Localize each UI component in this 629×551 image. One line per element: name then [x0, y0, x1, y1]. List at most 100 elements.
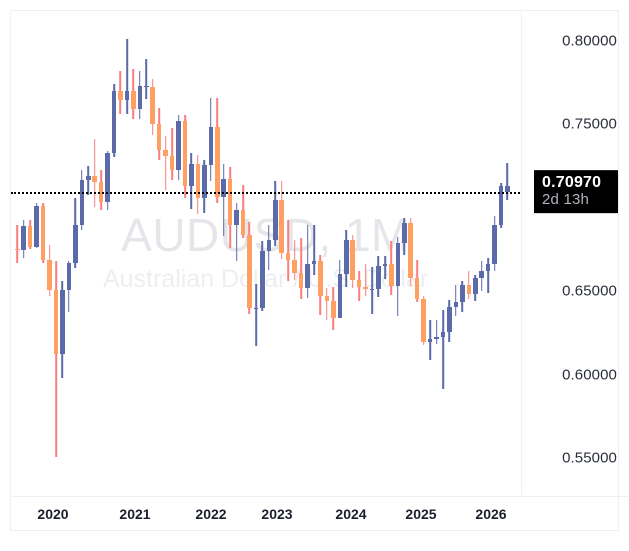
candlestick[interactable] [150, 11, 156, 495]
candlestick[interactable] [221, 11, 226, 495]
candlestick[interactable] [305, 11, 310, 495]
candle-body [324, 296, 330, 302]
candlestick[interactable] [111, 11, 117, 495]
candlestick[interactable] [414, 11, 420, 495]
candlestick[interactable] [131, 11, 136, 495]
candlestick[interactable] [434, 11, 439, 495]
candlestick[interactable] [447, 11, 452, 495]
candlestick[interactable] [498, 11, 504, 495]
candlestick[interactable] [34, 11, 39, 495]
candlestick[interactable] [73, 11, 78, 495]
candlestick[interactable] [408, 11, 414, 495]
candlestick[interactable] [27, 11, 33, 495]
candlestick[interactable] [40, 11, 46, 495]
candlestick[interactable] [60, 11, 65, 495]
candlestick[interactable] [247, 11, 252, 495]
candlestick[interactable] [505, 11, 510, 495]
candlestick[interactable] [311, 11, 317, 495]
candlestick[interactable] [137, 11, 143, 495]
candlestick[interactable] [47, 11, 52, 495]
candle-body [105, 152, 110, 203]
candlestick[interactable] [92, 11, 97, 495]
price-axis-tick: 0.55000 [562, 449, 617, 467]
candlestick[interactable] [318, 11, 323, 495]
candlestick[interactable] [273, 11, 278, 495]
time-axis[interactable]: 2020 2021 2022 2023 2024 2025 2026 [11, 496, 628, 530]
candlestick[interactable] [421, 11, 426, 495]
candlestick[interactable] [240, 11, 246, 495]
candlestick[interactable] [79, 11, 85, 495]
candlestick[interactable] [176, 11, 181, 495]
candlestick[interactable] [169, 11, 175, 495]
candlestick[interactable] [343, 11, 349, 495]
candlestick[interactable] [402, 11, 407, 495]
candlestick[interactable] [266, 11, 272, 495]
candlestick[interactable] [298, 11, 304, 495]
candlestick[interactable] [492, 11, 497, 495]
candlestick[interactable] [479, 11, 484, 495]
candlestick[interactable] [234, 11, 239, 495]
candle-body [447, 307, 452, 333]
candle-body [111, 91, 117, 153]
candlestick[interactable] [453, 11, 459, 495]
candlestick[interactable] [356, 11, 362, 495]
candle-body [195, 163, 201, 198]
candle-wick [164, 136, 167, 191]
candlestick[interactable] [389, 11, 394, 495]
candlestick[interactable] [253, 11, 259, 495]
candle-body [124, 91, 130, 101]
candlestick[interactable] [324, 11, 330, 495]
candlestick[interactable] [363, 11, 368, 495]
candle-body [208, 126, 214, 165]
candlestick[interactable] [124, 11, 130, 495]
candlestick[interactable] [85, 11, 91, 495]
candlestick[interactable] [156, 11, 162, 495]
last-price-badge[interactable]: 0.70970 2d 13h [534, 169, 618, 214]
candlestick[interactable] [53, 11, 59, 495]
candlestick[interactable] [376, 11, 381, 495]
candlestick[interactable] [163, 11, 168, 495]
candle-wick [371, 267, 373, 314]
candlestick[interactable] [292, 11, 297, 495]
candlestick-plot-area[interactable]: AUDUSD, 1M Australian Dollar / U.S. Doll… [11, 11, 520, 495]
candlestick[interactable] [189, 11, 194, 495]
candle-wick [93, 138, 96, 208]
candlestick[interactable] [15, 11, 20, 495]
candle-body [382, 263, 388, 267]
candlestick[interactable] [195, 11, 201, 495]
candlestick[interactable] [331, 11, 336, 495]
candlestick[interactable] [440, 11, 446, 495]
candlestick[interactable] [466, 11, 472, 495]
candlestick[interactable] [427, 11, 433, 495]
candlestick[interactable] [214, 11, 220, 495]
candlestick[interactable] [118, 11, 123, 495]
candlestick[interactable] [182, 11, 188, 495]
candlestick[interactable] [460, 11, 465, 495]
candlestick[interactable] [105, 11, 110, 495]
candlestick[interactable] [369, 11, 375, 495]
candlestick[interactable] [202, 11, 207, 495]
candlestick[interactable] [485, 11, 491, 495]
candlestick[interactable] [285, 11, 291, 495]
price-axis[interactable]: 0.80000 0.75000 0.65000 0.60000 0.55000 0.70… [521, 11, 628, 495]
candlestick[interactable] [395, 11, 401, 495]
candlestick[interactable] [21, 11, 27, 495]
candlestick[interactable] [66, 11, 72, 495]
candlestick[interactable] [260, 11, 265, 495]
candlestick[interactable] [208, 11, 214, 495]
candlestick[interactable] [227, 11, 233, 495]
candle-body [202, 164, 207, 198]
candlestick[interactable] [98, 11, 104, 495]
candlestick[interactable] [279, 11, 285, 495]
candlestick[interactable] [350, 11, 355, 495]
candlestick[interactable] [144, 11, 149, 495]
candle-body [66, 263, 72, 290]
time-axis-tick: 2020 [37, 506, 69, 522]
candlestick[interactable] [337, 11, 343, 495]
candlestick[interactable] [382, 11, 388, 495]
candle-wick [306, 224, 309, 299]
candlestick[interactable] [472, 11, 478, 495]
candle-body [363, 287, 368, 289]
candle-body [292, 259, 297, 274]
